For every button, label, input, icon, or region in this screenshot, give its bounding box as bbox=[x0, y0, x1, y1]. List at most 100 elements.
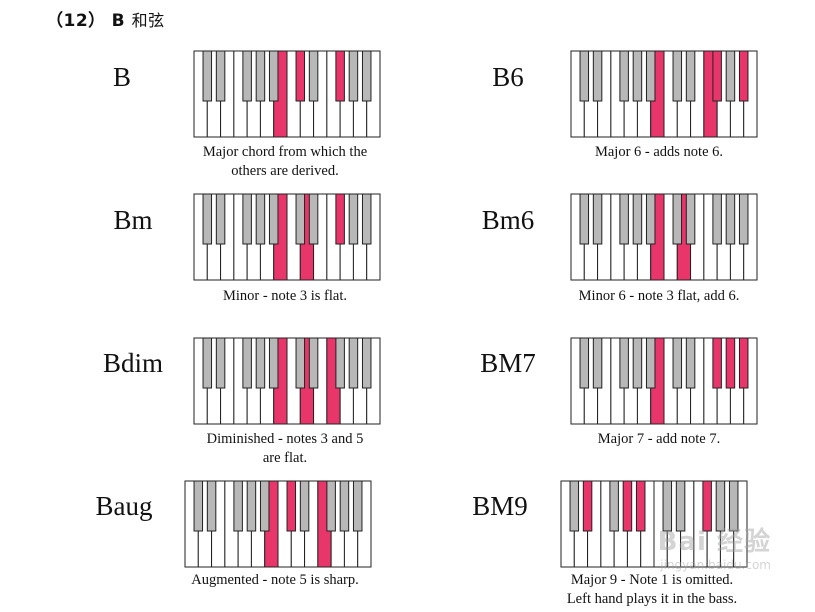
black-key bbox=[255, 193, 266, 245]
black-key bbox=[339, 480, 350, 532]
chord-name: B bbox=[112, 62, 131, 92]
chord-name: B6 bbox=[492, 62, 524, 92]
page-heading: （12） B 和弦 bbox=[46, 6, 165, 31]
watermark-text: Bai 经验 bbox=[657, 527, 771, 557]
black-key bbox=[215, 193, 226, 245]
black-key bbox=[233, 480, 243, 532]
black-key bbox=[242, 193, 252, 245]
black-key bbox=[348, 193, 359, 245]
black-key bbox=[675, 480, 686, 532]
black-key bbox=[326, 480, 336, 532]
chord-caption: Minor 6 - note 3 flat, add 6. bbox=[578, 288, 740, 304]
black-key bbox=[672, 193, 683, 245]
black-key bbox=[268, 337, 279, 389]
black-key-highlighted bbox=[286, 480, 297, 532]
black-key bbox=[725, 193, 736, 245]
chord-name: Bdim bbox=[103, 348, 164, 378]
black-key bbox=[672, 50, 683, 102]
black-key bbox=[246, 480, 257, 532]
black-key bbox=[645, 337, 656, 389]
black-key bbox=[632, 193, 643, 245]
piano-keyboard bbox=[193, 50, 381, 138]
black-key-highlighted bbox=[738, 337, 749, 389]
black-key bbox=[728, 480, 739, 532]
black-key bbox=[308, 193, 319, 245]
black-key bbox=[645, 193, 656, 245]
black-key bbox=[579, 337, 590, 389]
black-key-highlighted bbox=[335, 50, 345, 102]
piano-keyboard bbox=[193, 193, 381, 281]
chord-caption: Major 6 - adds note 6. bbox=[594, 144, 724, 160]
piano-keyboard bbox=[184, 480, 372, 568]
black-key bbox=[255, 50, 266, 102]
black-key bbox=[672, 337, 683, 389]
chord-name: BM7 bbox=[480, 348, 536, 378]
black-key-highlighted bbox=[712, 337, 722, 389]
black-key bbox=[202, 193, 213, 245]
heading-number: （12） bbox=[46, 11, 106, 31]
chord-name: Bm6 bbox=[481, 205, 535, 235]
piano-keyboard bbox=[570, 50, 758, 138]
black-key-highlighted bbox=[622, 480, 633, 532]
black-key-highlighted bbox=[738, 50, 749, 102]
chord-caption: Major chord from which the others are de… bbox=[202, 144, 368, 179]
black-key bbox=[259, 480, 270, 532]
black-key bbox=[579, 50, 590, 102]
black-key bbox=[738, 193, 749, 245]
black-key bbox=[295, 337, 306, 389]
piano-keyboard bbox=[570, 193, 758, 281]
black-key bbox=[242, 50, 252, 102]
black-key bbox=[685, 337, 696, 389]
black-key bbox=[215, 337, 226, 389]
black-key-highlighted bbox=[725, 337, 736, 389]
heading-chinese: 和弦 bbox=[131, 11, 165, 30]
black-key bbox=[685, 193, 696, 245]
black-key bbox=[579, 193, 590, 245]
black-key bbox=[662, 480, 673, 532]
black-key bbox=[632, 337, 643, 389]
black-key bbox=[348, 337, 359, 389]
black-key bbox=[361, 337, 372, 389]
watermark-logo: Bai 经验 jingyan.baidu.com bbox=[658, 521, 771, 572]
black-key bbox=[268, 50, 279, 102]
chord-name: BM9 bbox=[472, 491, 528, 521]
black-key bbox=[348, 50, 359, 102]
black-key bbox=[592, 50, 603, 102]
black-key bbox=[193, 480, 204, 532]
black-key bbox=[632, 50, 643, 102]
black-key bbox=[255, 337, 266, 389]
black-key-highlighted bbox=[295, 50, 306, 102]
black-key-highlighted bbox=[582, 480, 593, 532]
black-key-highlighted bbox=[712, 50, 722, 102]
piano-keyboard bbox=[570, 337, 758, 425]
black-key bbox=[592, 337, 603, 389]
black-key bbox=[361, 50, 372, 102]
black-key bbox=[619, 50, 629, 102]
black-key bbox=[206, 480, 217, 532]
black-key bbox=[619, 193, 629, 245]
black-key bbox=[361, 193, 372, 245]
black-key-highlighted bbox=[635, 480, 646, 532]
black-key bbox=[609, 480, 619, 532]
black-key bbox=[299, 480, 310, 532]
black-key bbox=[619, 337, 629, 389]
black-key-highlighted bbox=[335, 193, 345, 245]
black-key bbox=[335, 337, 345, 389]
piano-keyboard bbox=[193, 337, 381, 425]
chord-caption: Major 9 - Note 1 is omitted. Left hand p… bbox=[566, 572, 738, 607]
black-key bbox=[295, 193, 306, 245]
black-key bbox=[202, 50, 213, 102]
black-key bbox=[215, 50, 226, 102]
black-key bbox=[725, 50, 736, 102]
heading-letter: B bbox=[111, 11, 126, 31]
black-key bbox=[645, 50, 656, 102]
black-key bbox=[715, 480, 726, 532]
chord-name: Bm bbox=[113, 205, 153, 235]
chord-caption: Minor - note 3 is flat. bbox=[222, 288, 348, 304]
black-key bbox=[569, 480, 580, 532]
black-key bbox=[592, 193, 603, 245]
chord-caption: Diminished - notes 3 and 5 are flat. bbox=[206, 431, 364, 466]
black-key bbox=[352, 480, 363, 532]
black-key bbox=[202, 337, 213, 389]
black-key bbox=[308, 50, 319, 102]
